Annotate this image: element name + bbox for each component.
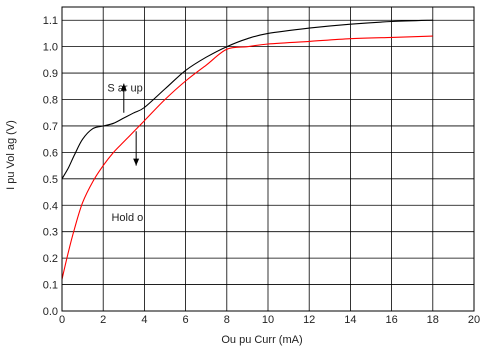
annotation-arrow-head	[120, 83, 127, 91]
x-tick-label: 4	[141, 314, 147, 326]
x-tick-label: 16	[385, 314, 397, 326]
y-tick-label: 0.7	[43, 121, 58, 133]
y-tick-label: 0.8	[43, 95, 58, 107]
y-tick-label: 0.9	[43, 68, 58, 80]
y-tick-label: 0.4	[43, 200, 58, 212]
y-tick-label: 1.1	[43, 15, 58, 27]
annotation-arrow-head	[133, 158, 140, 166]
tick-labels: 0 2 4 6 8 10 12 14 16 18 20 0.0 0.1 0.2 0.3 0.4 0.5 0.6 0.…	[43, 15, 480, 326]
y-axis-label: I pu Vol ag (V)	[5, 120, 17, 190]
plot-frame	[61, 6, 475, 312]
y-tick-label: 0.5	[43, 174, 58, 186]
x-axis-label: Ou pu Curr (mA)	[221, 334, 302, 346]
x-tick-label: 2	[100, 314, 106, 326]
y-tick-label: 0.2	[43, 253, 58, 265]
x-tick-label: 18	[427, 314, 439, 326]
series-group	[61, 19, 433, 280]
y-tick-label: 0.1	[43, 280, 58, 292]
series-line-1	[61, 19, 433, 180]
x-tick-label: 6	[183, 314, 189, 326]
x-tick-label: 8	[224, 314, 230, 326]
x-tick-label: 10	[262, 314, 274, 326]
x-tick-label: 0	[59, 314, 65, 326]
y-tick-label: 0.6	[43, 147, 58, 159]
x-tick-label: 14	[344, 314, 356, 326]
grid	[62, 7, 474, 311]
annotation-label: Hold o	[111, 212, 143, 224]
series-line-2	[61, 35, 433, 280]
y-tick-label: 0.0	[43, 306, 58, 318]
x-tick-label: 12	[303, 314, 315, 326]
y-tick-label: 0.3	[43, 227, 58, 239]
x-tick-label: 20	[468, 314, 480, 326]
y-tick-label: 1.0	[43, 42, 58, 54]
